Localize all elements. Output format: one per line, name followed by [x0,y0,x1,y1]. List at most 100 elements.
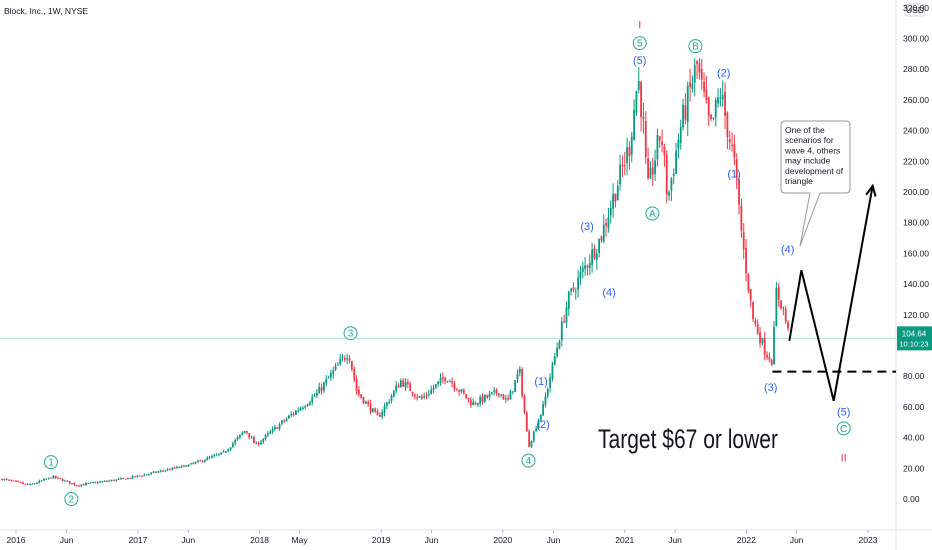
candle-body [120,478,122,480]
candle-body [684,105,687,120]
candle-body [92,482,94,484]
candle-body [78,485,80,487]
candle-body [698,63,701,73]
candle-body [500,394,503,396]
wave-label: (3) [764,382,777,394]
candle-body [131,476,134,479]
candle-body [763,338,766,355]
wave-label-circled: 2 [64,492,79,506]
x-axis[interactable]: 2016 Jun 2017 Jun 2018 May 2019 Jun 2020 Jun 2021 J… [7,530,878,545]
y-tick-label: 240.00 [903,126,929,136]
y-axis[interactable]: 0.0020.0040.0060.0080.00100.00120.00140.… [903,3,929,504]
callout-annotation[interactable]: One of the scenarios for wave 4, others may… [780,120,851,247]
svg-text:1: 1 [48,458,54,469]
candle-body [134,476,136,478]
candle-body [215,454,218,456]
candle-body [267,433,269,435]
candle-body [567,291,570,309]
candle-body [780,300,782,309]
candle-body [752,301,754,319]
candle-body [36,482,38,484]
candle-body [682,104,684,128]
callout-line: triangle [785,176,813,186]
candle-body [362,397,365,404]
candle-body [707,97,710,116]
candle-body [740,205,743,232]
candle-body [668,191,670,196]
candle-body [635,91,638,113]
candle-body [679,126,682,144]
candle-body [3,479,6,481]
candle-body [544,396,547,405]
y-tick-label: 320.00 [903,3,929,13]
candle-body [453,383,456,389]
candle-body [584,265,587,269]
candle-body [66,480,69,482]
candle-body [171,467,174,470]
candle-body [89,482,92,484]
candle-body [677,139,680,149]
candle-body [430,389,433,394]
candle-body [570,288,573,292]
candle-body [525,412,528,432]
candle-body [269,431,272,434]
candle-body [260,441,262,445]
target-text: Target $67 or lower [598,424,778,454]
candle-body [306,404,309,406]
candle-body [495,389,498,394]
candle-body [642,116,645,120]
candle-body [586,265,589,268]
candle-body [472,402,475,406]
candle-body [204,460,206,462]
candle-body [588,263,591,269]
wave-label: (4) [781,244,794,256]
candle-body [73,482,76,486]
y-tick-label: 220.00 [903,156,929,166]
candle-body [187,464,190,467]
candle-body [425,395,428,397]
candle-body [605,222,608,226]
callout-line: wave 4, others [784,145,840,155]
currency-badge[interactable]: USD [904,3,926,17]
candle-body [54,475,57,478]
countdown-timer: 10:10:23 [899,339,928,348]
chart-title: Block, Inc., 1W, NYSE [4,6,88,16]
candle-body [773,326,775,365]
candle-body [486,395,489,398]
candle-body [357,389,360,395]
candle-body [297,410,300,412]
candle-body [185,465,188,467]
candle-body [385,402,388,406]
candle-body [455,389,458,391]
candle-body [336,364,339,366]
candle-body [99,481,101,483]
candle-body [294,410,297,415]
candle-body [253,437,255,444]
candle-body [194,462,197,464]
candle-body [50,477,52,479]
candle-body [155,471,157,473]
candle-body [52,475,55,479]
candle-body [348,358,351,361]
candle-body [693,64,696,83]
candle-body [176,466,178,469]
candle-body [271,428,274,433]
candle-body [369,403,372,412]
candle-body [726,112,729,138]
candle-body [339,359,342,365]
candle-body [434,384,437,388]
candle-body [1,478,3,481]
candle-body [579,271,582,279]
candle-body [173,467,176,469]
candle-body [304,406,307,408]
candle-body [700,68,703,80]
candle-body [749,289,752,301]
candle-body [418,396,421,398]
candle-body [397,385,400,388]
candle-body [511,391,514,393]
price-badge: 104.64 10:10:23 [897,326,932,351]
candle-body [542,404,545,416]
candle-body [612,194,614,209]
candle-body [528,431,531,447]
